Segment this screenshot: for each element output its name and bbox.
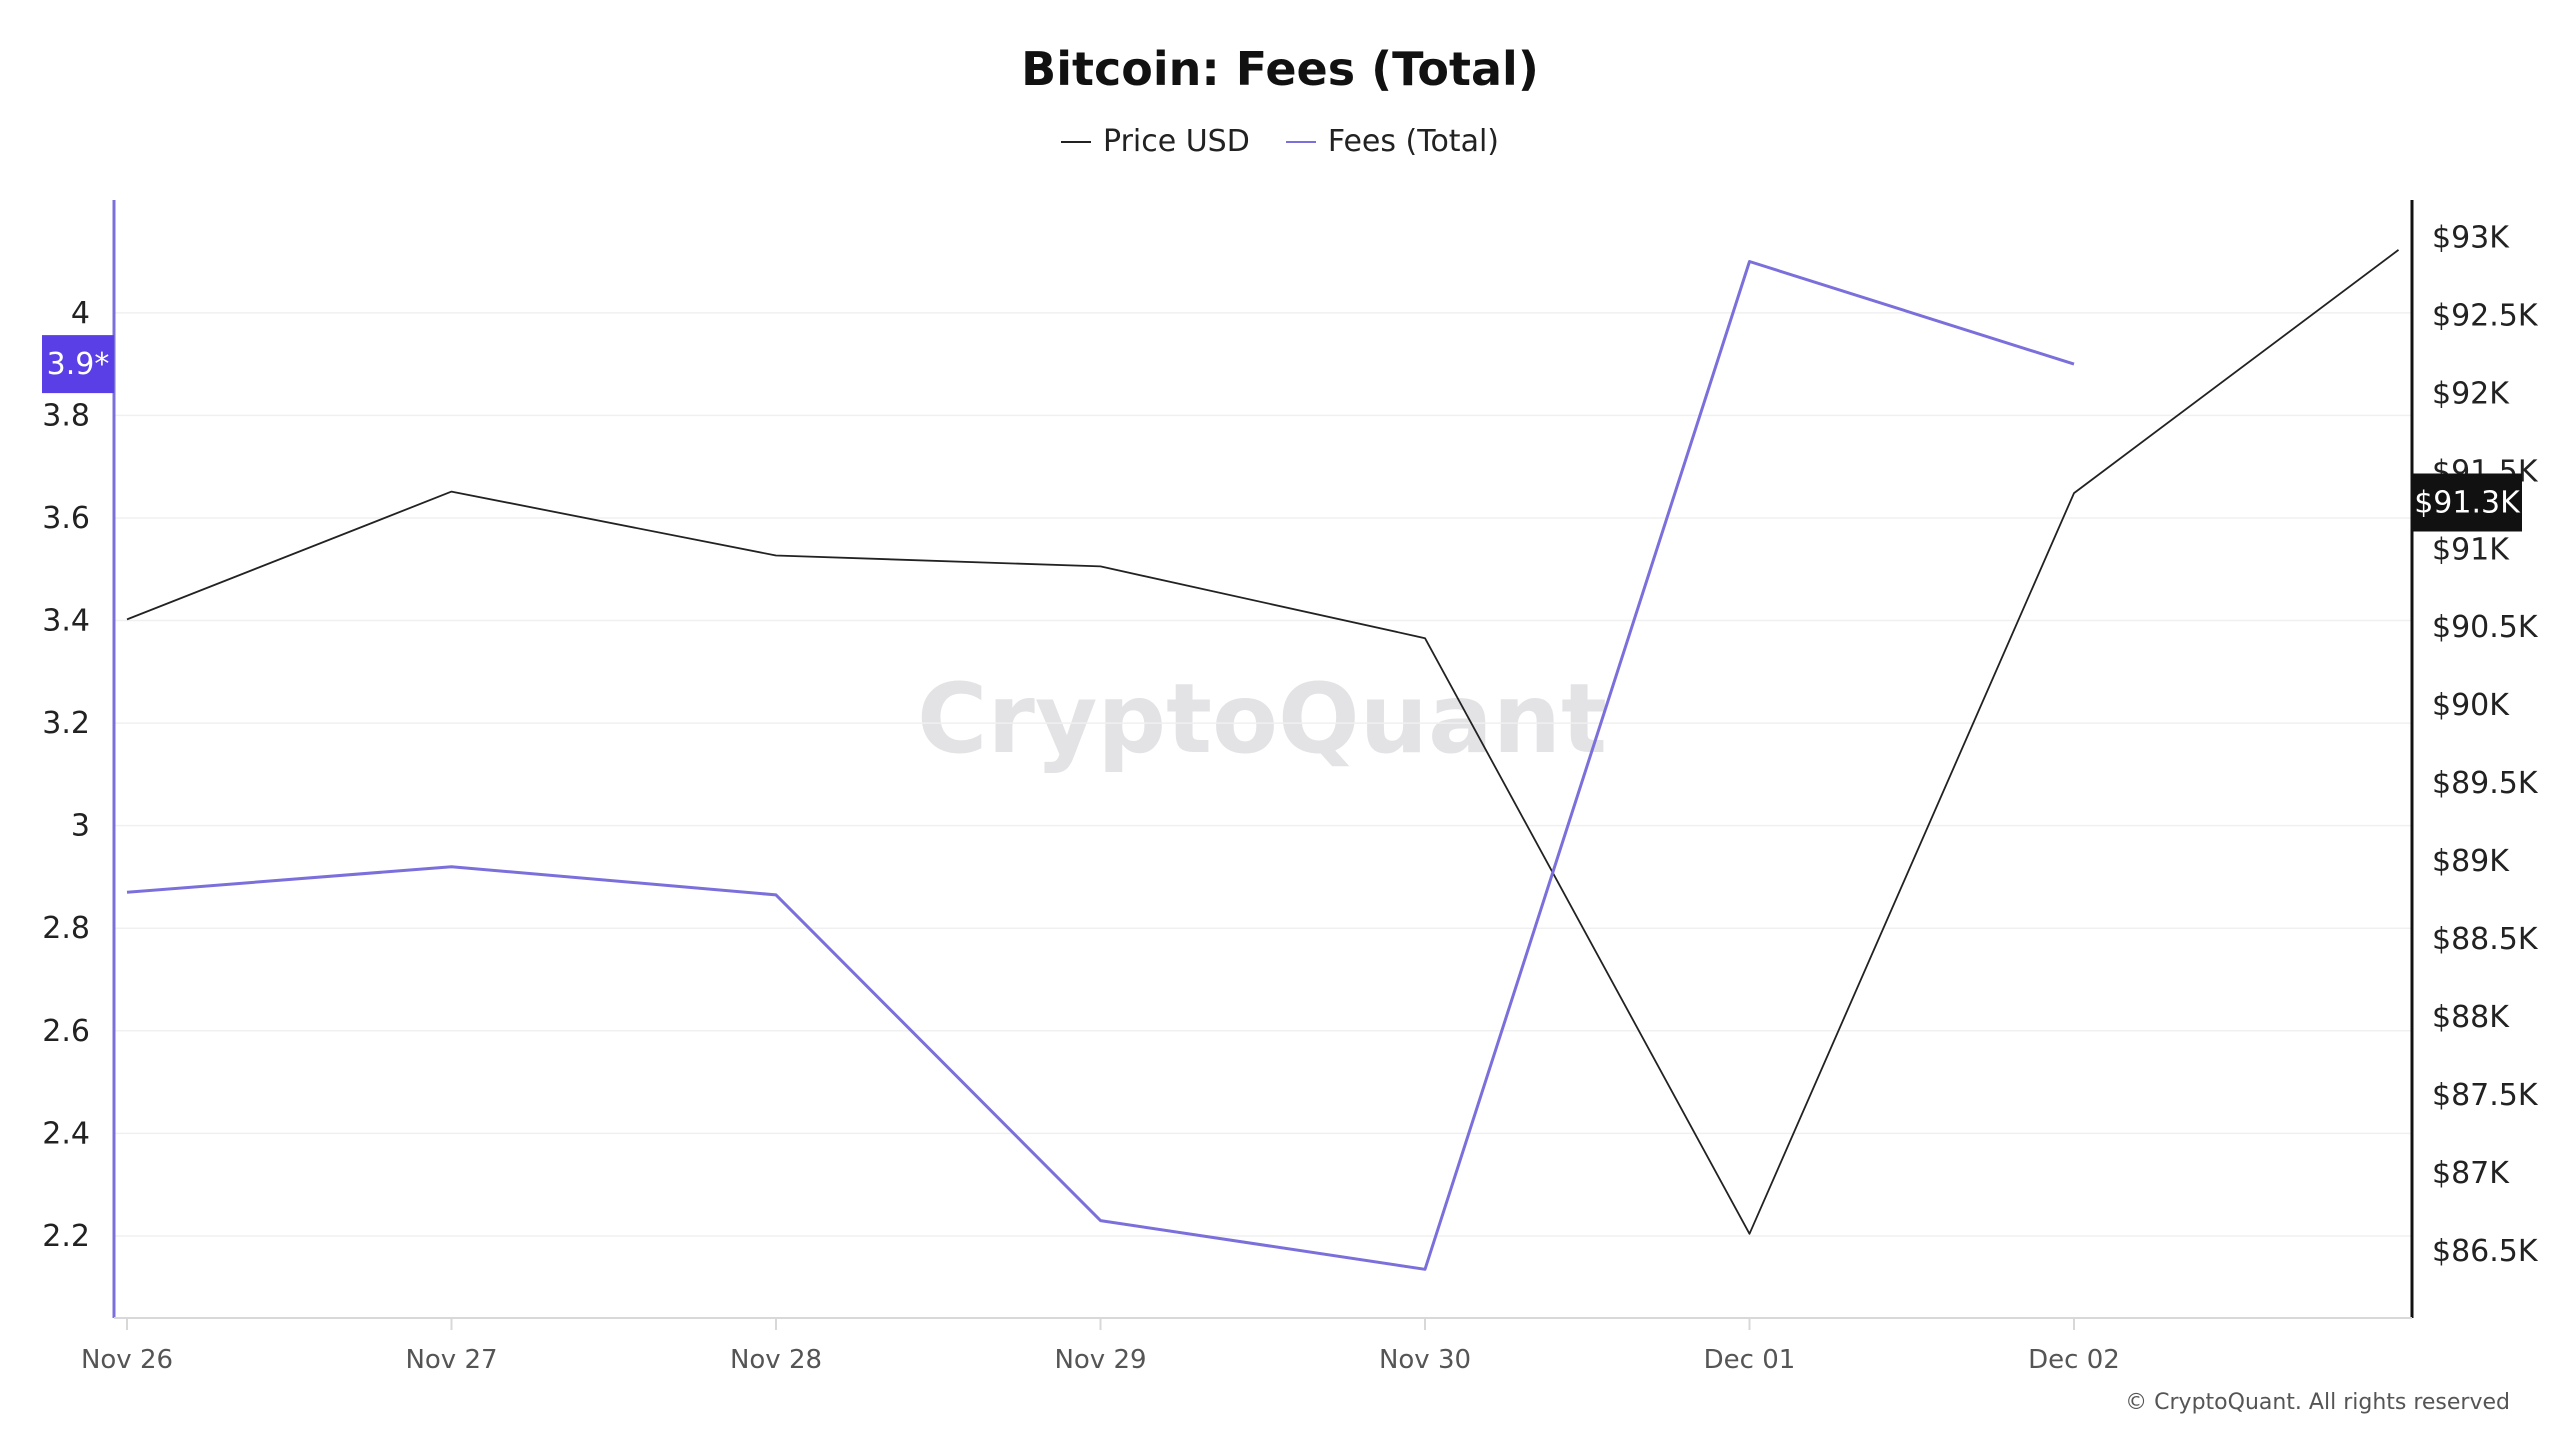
tick-labels: 2.2 2.4 2.6 2.8 3 3.2 3.4 3.6 3.8 4 $86.5K $87K $87.… [42, 220, 2539, 1375]
legend-item-fees[interactable]: Fees (Total) [1285, 124, 1499, 159]
right-tick-label: $86.5K [2432, 1234, 2539, 1269]
right-tick-label: $93K [2432, 220, 2510, 255]
right-tick-label: $88K [2432, 1000, 2510, 1035]
x-tick-label: Nov 27 [405, 1345, 497, 1375]
chart-legend: Price USD Fees (Total) [0, 124, 2560, 159]
x-tick-label: Nov 26 [81, 1345, 173, 1375]
x-tick-label: Dec 02 [2028, 1345, 2120, 1375]
legend-swatch-price [1061, 140, 1091, 143]
right-tick-label: $87.5K [2432, 1078, 2539, 1113]
fees-current-value-badge [42, 335, 114, 394]
price-current-value-label: $91.3K [2414, 485, 2521, 520]
left-tick-label: 3.2 [42, 706, 90, 741]
axis-markers: 3.9* $91.3K [42, 335, 2522, 532]
right-tick-label: $90.5K [2432, 610, 2539, 645]
x-tick-label: Dec 01 [1704, 1345, 1796, 1375]
legend-swatch-fees [1285, 140, 1316, 143]
left-tick-label: 4 [71, 296, 90, 331]
x-tick-label: Nov 28 [730, 1345, 822, 1375]
watermark-text: CryptoQuant [917, 663, 1607, 775]
right-tick-label: $89K [2432, 844, 2510, 879]
legend-item-price[interactable]: Price USD [1061, 124, 1250, 159]
right-tick-label: $89.5K [2432, 766, 2539, 801]
left-tick-label: 3 [71, 809, 90, 844]
chart-title: Bitcoin: Fees (Total) [1021, 42, 1539, 96]
right-tick-label: $88.5K [2432, 922, 2539, 957]
fees-total-line[interactable] [126, 260, 2075, 1271]
x-tick-label: Nov 30 [1379, 1345, 1471, 1375]
legend-label-fees: Fees (Total) [1327, 124, 1499, 159]
series-lines [126, 249, 2400, 1271]
x-tick-label: Nov 29 [1054, 1345, 1146, 1375]
right-tick-label: $91K [2432, 532, 2510, 567]
price-current-value-badge [2412, 473, 2522, 532]
left-tick-label: 3.6 [42, 501, 90, 536]
right-tick-label: $92.5K [2432, 298, 2539, 333]
right-tick-label: $90K [2432, 688, 2510, 723]
grid-lines [114, 312, 2412, 1237]
legend-label-price: Price USD [1103, 124, 1250, 159]
price-usd-line[interactable] [126, 249, 2400, 1235]
fees-current-value-label: 3.9* [47, 347, 110, 382]
right-tick-label: $87K [2432, 1156, 2510, 1191]
copyright-text: © CryptoQuant. All rights reserved [2125, 1390, 2510, 1415]
left-tick-label: 2.4 [42, 1116, 90, 1151]
right-tick-label: $92K [2432, 376, 2510, 411]
left-tick-label: 2.2 [42, 1219, 90, 1254]
left-tick-label: 2.8 [42, 911, 90, 946]
left-tick-label: 3.8 [42, 398, 90, 433]
left-tick-label: 3.4 [42, 604, 90, 639]
left-tick-label: 2.6 [42, 1014, 90, 1049]
